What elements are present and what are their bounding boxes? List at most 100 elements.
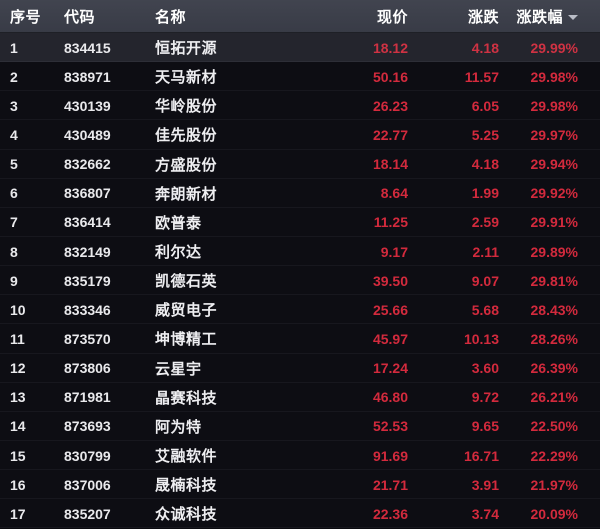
table-row[interactable]: 16 837006 晟楠科技 21.71 3.91 21.97% bbox=[0, 470, 600, 500]
table-header-row: 序号 代码 名称 现价 涨跌 涨跌幅 bbox=[0, 0, 600, 33]
cell-code: 873693 bbox=[64, 418, 111, 435]
cell-percent: 29.92% bbox=[530, 185, 578, 202]
cell-change: 9.72 bbox=[471, 389, 499, 406]
cell-price: 50.16 bbox=[372, 68, 408, 85]
cell-percent: 28.43% bbox=[530, 301, 578, 318]
cell-price: 25.66 bbox=[372, 301, 408, 318]
cell-name: 奔朗新材 bbox=[155, 185, 218, 203]
cell-index: 2 bbox=[10, 68, 18, 85]
cell-percent: 29.99% bbox=[530, 39, 578, 56]
cell-change: 6.05 bbox=[471, 97, 499, 114]
table-row[interactable]: 3 430139 华岭股份 26.23 6.05 29.98% bbox=[0, 91, 600, 121]
cell-name: 威贸电子 bbox=[155, 302, 218, 320]
cell-code: 873570 bbox=[64, 330, 111, 347]
cell-change: 9.65 bbox=[471, 418, 499, 435]
cell-code: 836414 bbox=[64, 214, 111, 231]
cell-change: 10.13 bbox=[463, 330, 499, 347]
cell-price: 22.36 bbox=[372, 505, 408, 522]
table-row[interactable]: 1 834415 恒拓开源 18.12 4.18 29.99% bbox=[0, 33, 600, 63]
cell-name: 佳先股份 bbox=[155, 127, 218, 145]
cell-index: 12 bbox=[10, 360, 26, 377]
cell-price: 18.12 bbox=[372, 39, 408, 56]
cell-name: 坤博精工 bbox=[155, 331, 218, 349]
cell-change: 4.18 bbox=[471, 39, 499, 56]
cell-change: 3.74 bbox=[471, 505, 499, 522]
table-body: 1 834415 恒拓开源 18.12 4.18 29.99% 2 838971 天马新材 50.… bbox=[0, 33, 600, 529]
cell-name: 凯德石英 bbox=[155, 273, 218, 291]
cell-index: 10 bbox=[10, 301, 26, 318]
cell-name: 云星宇 bbox=[155, 360, 202, 378]
column-header-name[interactable]: 名称 bbox=[155, 9, 187, 26]
cell-name: 华岭股份 bbox=[155, 98, 218, 116]
table-row[interactable]: 15 830799 艾融软件 91.69 16.71 22.29% bbox=[0, 440, 600, 471]
table-row[interactable]: 14 873693 阿为特 52.53 9.65 22.50% bbox=[0, 411, 600, 441]
cell-price: 22.77 bbox=[372, 126, 408, 143]
table-row[interactable]: 11 873570 坤博精工 45.97 10.13 28.26% bbox=[0, 324, 600, 354]
column-header-percent[interactable]: 涨跌幅 bbox=[499, 6, 590, 27]
cell-code: 838971 bbox=[64, 68, 111, 85]
cell-change: 2.59 bbox=[471, 214, 499, 231]
caret-down-icon[interactable] bbox=[568, 14, 578, 20]
cell-index: 4 bbox=[10, 126, 18, 143]
cell-percent: 22.29% bbox=[530, 447, 578, 464]
cell-percent: 22.50% bbox=[530, 418, 578, 435]
table-row[interactable]: 12 873806 云星宇 17.24 3.60 26.39% bbox=[0, 353, 600, 383]
cell-percent: 29.81% bbox=[530, 272, 578, 289]
cell-index: 9 bbox=[10, 272, 18, 289]
cell-percent: 20.09% bbox=[530, 505, 578, 522]
cell-index: 6 bbox=[10, 185, 18, 202]
cell-code: 430139 bbox=[64, 97, 111, 114]
cell-price: 11.25 bbox=[373, 214, 408, 231]
cell-name: 欧普泰 bbox=[155, 214, 202, 232]
cell-code: 830799 bbox=[64, 447, 111, 464]
cell-name: 艾融软件 bbox=[155, 448, 218, 466]
cell-percent: 29.98% bbox=[530, 97, 578, 114]
cell-percent: 29.98% bbox=[530, 68, 578, 85]
cell-name: 方盛股份 bbox=[155, 156, 218, 174]
cell-price: 9.17 bbox=[380, 243, 408, 260]
cell-code: 837006 bbox=[64, 476, 111, 493]
cell-code: 833346 bbox=[64, 301, 111, 318]
table-row[interactable]: 13 871981 晶赛科技 46.80 9.72 26.21% bbox=[0, 382, 600, 412]
column-header-change[interactable]: 涨跌 bbox=[467, 9, 499, 26]
cell-percent: 29.89% bbox=[530, 243, 578, 260]
cell-index: 14 bbox=[10, 418, 26, 435]
cell-change: 4.18 bbox=[471, 156, 499, 173]
cell-price: 21.71 bbox=[372, 476, 408, 493]
cell-index: 1 bbox=[10, 39, 18, 56]
cell-name: 天马新材 bbox=[155, 69, 218, 87]
cell-price: 8.64 bbox=[380, 185, 408, 202]
table-row[interactable]: 10 833346 威贸电子 25.66 5.68 28.43% bbox=[0, 295, 600, 325]
cell-price: 26.23 bbox=[372, 97, 408, 114]
cell-index: 5 bbox=[10, 156, 18, 173]
cell-name: 阿为特 bbox=[155, 418, 202, 436]
cell-percent: 26.21% bbox=[530, 389, 578, 406]
cell-change: 9.07 bbox=[471, 272, 499, 289]
cell-price: 18.14 bbox=[372, 156, 408, 173]
cell-name: 利尔达 bbox=[155, 244, 202, 262]
table-row[interactable]: 6 836807 奔朗新材 8.64 1.99 29.92% bbox=[0, 178, 600, 208]
column-header-code[interactable]: 代码 bbox=[64, 9, 96, 26]
table-row[interactable]: 5 832662 方盛股份 18.14 4.18 29.94% bbox=[0, 149, 600, 179]
cell-code: 834415 bbox=[64, 39, 111, 56]
column-header-index[interactable]: 序号 bbox=[10, 9, 42, 26]
table-row[interactable]: 4 430489 佳先股份 22.77 5.25 29.97% bbox=[0, 120, 600, 150]
table-row[interactable]: 7 836414 欧普泰 11.25 2.59 29.91% bbox=[0, 207, 600, 237]
cell-name: 众诚科技 bbox=[155, 506, 218, 524]
cell-code: 832662 bbox=[64, 156, 111, 173]
table-row[interactable]: 8 832149 利尔达 9.17 2.11 29.89% bbox=[0, 236, 600, 267]
cell-index: 15 bbox=[10, 447, 26, 464]
cell-percent: 21.97% bbox=[530, 476, 578, 493]
cell-percent: 26.39% bbox=[530, 360, 578, 377]
cell-percent: 29.91% bbox=[530, 214, 578, 231]
cell-index: 17 bbox=[10, 505, 26, 522]
cell-price: 45.97 bbox=[372, 330, 408, 347]
table-row[interactable]: 2 838971 天马新材 50.16 11.57 29.98% bbox=[0, 62, 600, 92]
table-row[interactable]: 9 835179 凯德石英 39.50 9.07 29.81% bbox=[0, 266, 600, 296]
column-header-price[interactable]: 现价 bbox=[376, 9, 408, 26]
cell-change: 11.57 bbox=[464, 68, 499, 85]
table-row[interactable]: 17 835207 众诚科技 22.36 3.74 20.09% bbox=[0, 499, 600, 529]
cell-code: 832149 bbox=[64, 243, 111, 260]
cell-index: 11 bbox=[10, 330, 25, 347]
